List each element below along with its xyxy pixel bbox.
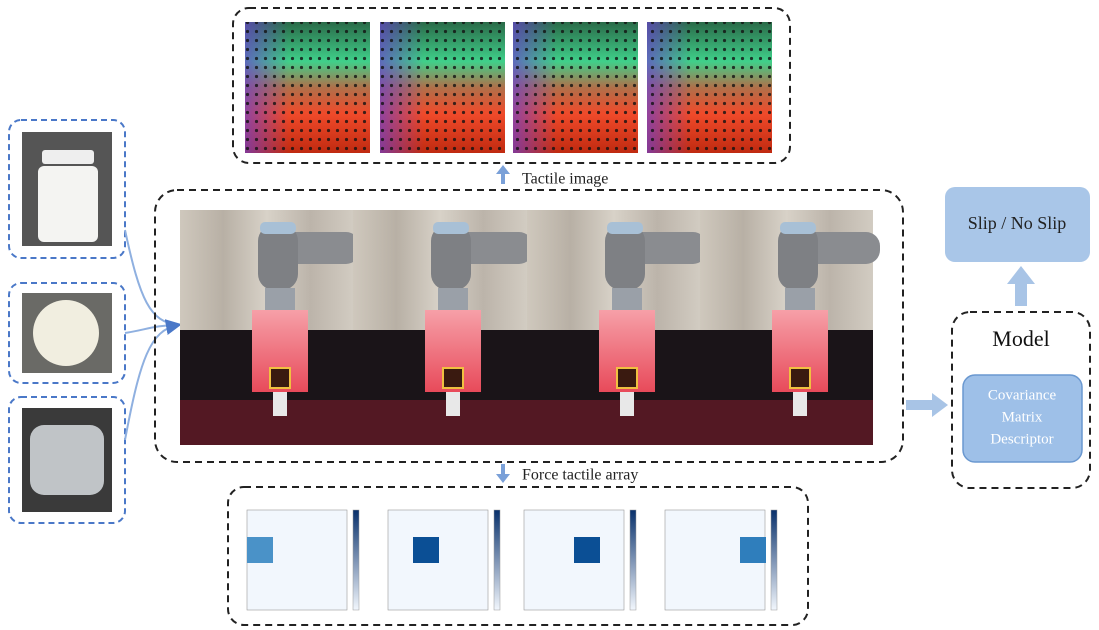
colorbar xyxy=(494,510,500,610)
robot-photo xyxy=(527,210,707,445)
wrist xyxy=(265,288,295,310)
wrist xyxy=(785,288,815,310)
stand xyxy=(446,392,460,416)
contact-cell xyxy=(247,537,273,563)
descriptor-line: Covariance xyxy=(988,387,1057,403)
descriptor-line: Matrix xyxy=(1002,409,1043,425)
tactile-image xyxy=(647,22,772,153)
contact-cell xyxy=(574,537,600,563)
label: Force tactile array xyxy=(522,467,638,484)
output: Slip / No Slip xyxy=(968,213,1067,233)
model-title: Model xyxy=(992,326,1049,351)
diagram: Tactile image Force tactile array Model … xyxy=(0,0,1099,630)
joint-cap xyxy=(780,222,816,234)
joint xyxy=(258,225,298,290)
arrowhead xyxy=(496,165,510,174)
force-map xyxy=(388,510,500,610)
connector xyxy=(125,230,178,325)
robot-photos xyxy=(180,210,880,445)
label: Tactile image xyxy=(522,171,608,188)
colorbar xyxy=(771,510,777,610)
stand xyxy=(620,392,634,416)
glow xyxy=(700,400,873,445)
tactile-images xyxy=(245,22,772,153)
robot-photo xyxy=(353,210,533,445)
glow xyxy=(180,400,354,445)
descriptor-line: Descriptor xyxy=(990,431,1053,447)
sample xyxy=(443,368,463,388)
glow xyxy=(527,400,701,445)
tactile-image xyxy=(245,22,370,153)
joint xyxy=(778,225,818,290)
connector xyxy=(125,325,178,333)
tactile-image xyxy=(513,22,638,153)
glow xyxy=(353,400,527,445)
joint-cap xyxy=(433,222,469,234)
connector xyxy=(125,325,178,440)
contact-cell xyxy=(740,537,766,563)
sample xyxy=(270,368,290,388)
force-maps xyxy=(247,510,777,610)
tactile-image xyxy=(380,22,505,153)
robot-photo xyxy=(700,210,880,445)
colorbar xyxy=(353,510,359,610)
joint xyxy=(431,225,471,290)
stand xyxy=(273,392,287,416)
connectors xyxy=(125,230,178,440)
sample xyxy=(790,368,810,388)
force-map xyxy=(524,510,636,610)
joint xyxy=(605,225,645,290)
force-map xyxy=(665,510,777,610)
contact-cell xyxy=(413,537,439,563)
force-map xyxy=(247,510,359,610)
objects xyxy=(9,120,125,523)
ball xyxy=(33,300,99,366)
colorbar xyxy=(630,510,636,610)
robot-photo xyxy=(180,210,360,445)
bottle xyxy=(38,166,98,242)
joint-cap xyxy=(607,222,643,234)
sample xyxy=(617,368,637,388)
wrist xyxy=(612,288,642,310)
wrist xyxy=(438,288,468,310)
plastic-box xyxy=(30,425,104,495)
arrowhead xyxy=(1007,266,1035,284)
joint-cap xyxy=(260,222,296,234)
bottle-cap xyxy=(42,150,94,164)
arrowhead xyxy=(932,393,948,417)
stand xyxy=(793,392,807,416)
arrowhead xyxy=(496,474,510,483)
